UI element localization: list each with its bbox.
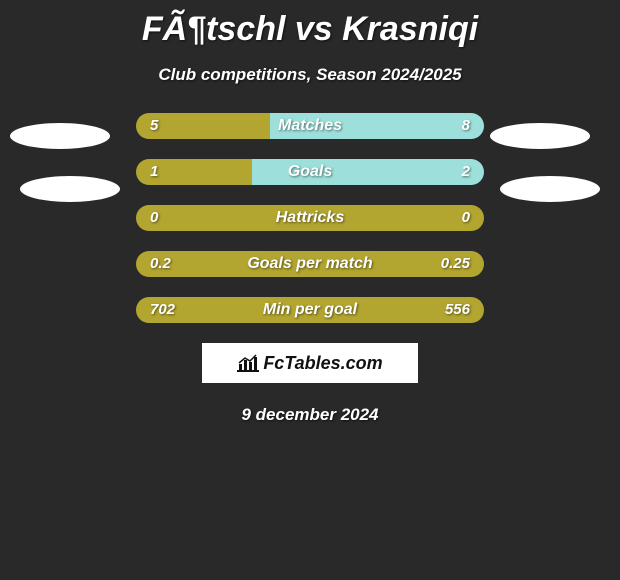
stat-value-left: 1 xyxy=(150,159,158,185)
stat-value-left: 0.2 xyxy=(150,251,171,277)
stat-row: Goals1 2 xyxy=(136,159,484,185)
chart-icon xyxy=(237,354,259,372)
stat-value-right: 0.25 xyxy=(441,251,470,277)
stat-value-right: 2 xyxy=(462,159,470,185)
page-title: FÃ¶tschl vs Krasniqi xyxy=(0,0,620,49)
stat-label: Hattricks xyxy=(136,205,484,231)
stat-value-right: 556 xyxy=(445,297,470,323)
stat-row: Goals per match0.2 0.25 xyxy=(136,251,484,277)
stat-label: Matches xyxy=(136,113,484,139)
stat-label: Goals per match xyxy=(136,251,484,277)
date-line: 9 december 2024 xyxy=(0,405,620,425)
stat-value-left: 702 xyxy=(150,297,175,323)
stat-label: Min per goal xyxy=(136,297,484,323)
stat-label: Goals xyxy=(136,159,484,185)
team-badge-placeholder xyxy=(20,176,120,202)
stat-row: Hattricks0 0 xyxy=(136,205,484,231)
logo-text: FcTables.com xyxy=(263,353,382,374)
stat-value-left: 0 xyxy=(150,205,158,231)
stat-value-right: 8 xyxy=(462,113,470,139)
page-subtitle: Club competitions, Season 2024/2025 xyxy=(0,65,620,85)
team-badge-placeholder xyxy=(490,123,590,149)
team-badge-placeholder xyxy=(500,176,600,202)
team-badge-placeholder xyxy=(10,123,110,149)
stat-value-right: 0 xyxy=(462,205,470,231)
logo-box: FcTables.com xyxy=(202,343,418,383)
stat-row: Min per goal702 556 xyxy=(136,297,484,323)
stat-row: Matches5 8 xyxy=(136,113,484,139)
stat-value-left: 5 xyxy=(150,113,158,139)
